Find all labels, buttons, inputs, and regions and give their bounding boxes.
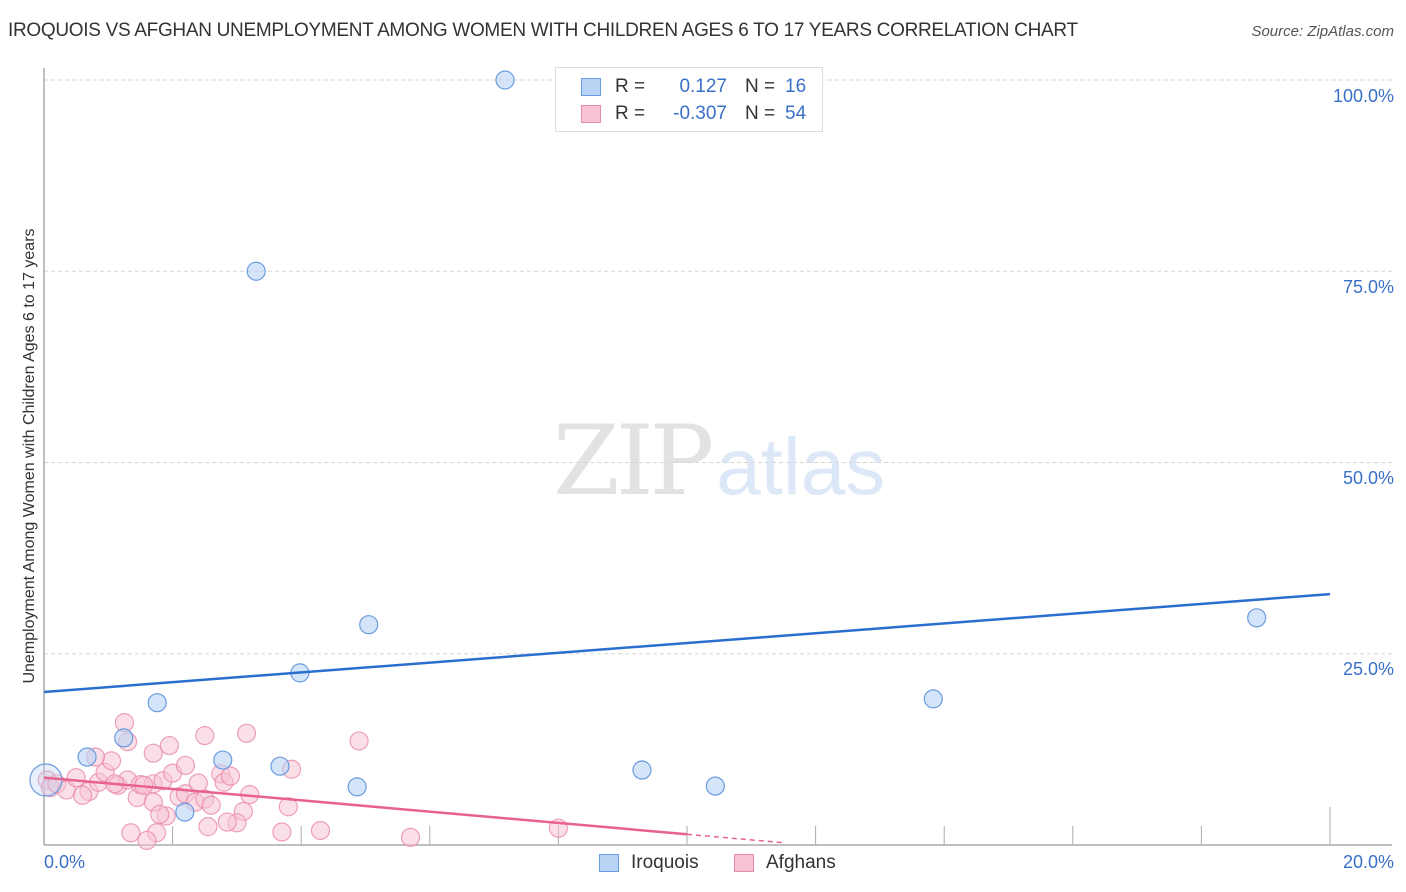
afghans-point[interactable] [195, 726, 215, 746]
iroquois-point[interactable] [1247, 608, 1267, 628]
afghans-point[interactable] [201, 795, 221, 815]
afghans-point[interactable] [220, 766, 241, 786]
afghans-point[interactable] [175, 755, 196, 776]
legend-row-iroquois: R = 0.127 N = 16 [581, 75, 806, 99]
iroquois-swatch [581, 78, 601, 96]
chart-title: IROQUOIS VS AFGHAN UNEMPLOYMENT AMONG WO… [8, 20, 1078, 41]
y-tick-50: 50.0% [1342, 468, 1394, 488]
iroquois-point[interactable] [246, 261, 266, 281]
afghans-point[interactable] [150, 804, 170, 825]
n-label: N = [745, 76, 776, 97]
afghans-point[interactable] [278, 797, 298, 817]
afghans-point[interactable] [143, 743, 163, 763]
afghans-point[interactable] [66, 768, 86, 788]
r-label: R = [615, 103, 646, 124]
r-value: -0.307 [673, 103, 727, 124]
iroquois-point[interactable] [114, 728, 134, 748]
legend-label-afghans: Afghans [766, 852, 836, 873]
watermark-atlas: atlas [716, 422, 886, 511]
iroquois-trend-line [43, 592, 1331, 694]
iroquois-point[interactable] [495, 70, 515, 90]
y-tick-100: 100.0% [1332, 86, 1394, 106]
bottom-legend-afghans[interactable]: Afghans [734, 852, 836, 874]
x-tick-20: 20.0% [1342, 852, 1394, 872]
iroquois-point[interactable] [147, 693, 167, 713]
afghans-swatch [734, 854, 754, 872]
bottom-legend-iroquois[interactable]: Iroquois [599, 852, 699, 874]
iroquois-point[interactable] [359, 615, 379, 635]
watermark-zip: ZIP [553, 405, 714, 517]
afghans-trend-line [43, 776, 688, 836]
afghans-point[interactable] [349, 731, 369, 751]
afghans-point[interactable] [217, 812, 237, 832]
afghans-point[interactable] [198, 817, 218, 837]
legend-row-afghans: R = -0.307 N = 54 [581, 102, 806, 126]
afghans-point[interactable] [137, 830, 157, 851]
afghans-point[interactable] [121, 823, 141, 843]
n-label: N = [745, 103, 776, 124]
n-value: 16 [785, 76, 807, 97]
n-value: 54 [785, 103, 807, 124]
r-label: R = [615, 76, 646, 97]
iroquois-point[interactable] [270, 756, 290, 776]
r-value: 0.127 [679, 76, 727, 97]
afghans-point[interactable] [310, 820, 331, 841]
correlation-legend: R = 0.127 N = 16 R = -0.307 N = 54 [555, 67, 823, 132]
y-tick-25: 25.0% [1342, 659, 1394, 679]
iroquois-swatch [599, 854, 619, 872]
iroquois-point[interactable] [705, 776, 725, 796]
legend-label-iroquois: Iroquois [631, 852, 699, 873]
x-tick-0: 0.0% [44, 852, 86, 872]
iroquois-point[interactable] [213, 750, 233, 770]
y-tick-75: 75.0% [1342, 277, 1394, 297]
watermark: ZIPatlas [553, 405, 885, 517]
afghans-point[interactable] [159, 735, 179, 756]
trend-lines [43, 592, 1331, 844]
afghans-point[interactable] [101, 751, 122, 771]
afghans-point[interactable] [400, 827, 421, 847]
axes [43, 68, 1392, 846]
afghans-point[interactable] [272, 822, 292, 842]
iroquois-point[interactable] [923, 689, 943, 709]
afghans-trend-extension [686, 833, 784, 844]
iroquois-point[interactable] [175, 802, 195, 822]
iroquois-point[interactable] [77, 747, 97, 767]
gridlines [44, 79, 1392, 655]
source-label: Source: ZipAtlas.com [1251, 23, 1394, 40]
iroquois-point[interactable] [347, 777, 367, 797]
iroquois-point[interactable] [632, 760, 652, 780]
afghans-point[interactable] [236, 723, 257, 743]
y-axis-label: Unemployment Among Women with Children A… [21, 228, 38, 684]
afghans-swatch [581, 105, 601, 123]
afghans-point[interactable] [72, 785, 93, 805]
iroquois-points [29, 70, 1267, 822]
afghans-points [37, 712, 569, 851]
afghans-point[interactable] [188, 773, 208, 793]
